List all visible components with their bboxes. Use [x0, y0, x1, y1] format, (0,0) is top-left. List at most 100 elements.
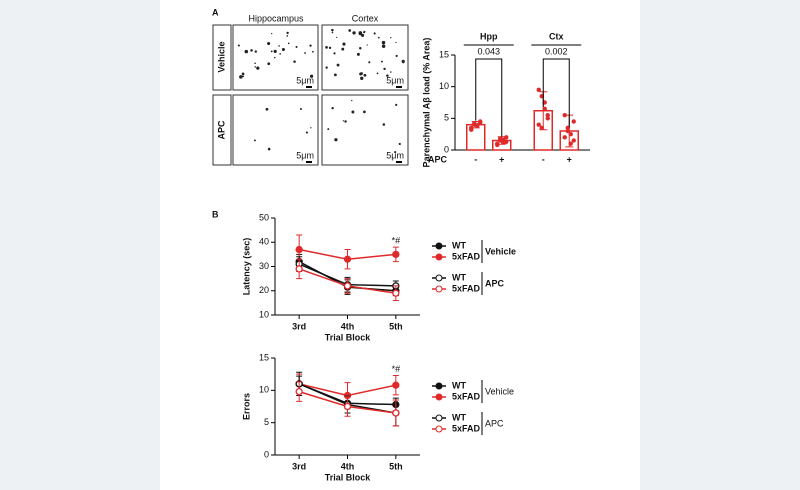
- x-tick-label: -: [474, 154, 477, 164]
- plaque: [377, 36, 380, 39]
- data-point: [469, 127, 474, 132]
- legend-label: WT: [452, 412, 466, 422]
- legend-marker: [435, 393, 443, 401]
- plaque: [336, 63, 340, 67]
- plaque: [390, 36, 392, 39]
- plaque: [395, 41, 397, 44]
- data-point: [562, 112, 567, 118]
- plaque: [382, 123, 386, 126]
- plaque: [279, 53, 281, 55]
- plaque: [281, 47, 285, 51]
- x-axis-label: Trial Block: [325, 332, 372, 342]
- plaque: [286, 35, 289, 37]
- plaque: [333, 52, 336, 55]
- data-point: [536, 87, 541, 93]
- plaque: [401, 59, 405, 63]
- plaque: [402, 61, 405, 64]
- plaque: [342, 42, 346, 46]
- plaque: [381, 60, 383, 63]
- plaque: [394, 151, 397, 154]
- marker: [392, 250, 400, 259]
- marker: [392, 289, 400, 297]
- y-axis-label: Parenchymal Aβ load (% Area): [421, 38, 431, 168]
- y-tick-label: 10: [439, 81, 449, 91]
- p-value: 0.043: [477, 46, 500, 56]
- x-tick-label: +: [499, 154, 504, 164]
- data-point: [545, 112, 550, 118]
- legend-marker: [435, 285, 443, 293]
- bracket: [475, 58, 503, 137]
- y-tick-label: 5: [264, 417, 269, 427]
- plaque: [360, 76, 364, 80]
- plaque: [352, 31, 356, 35]
- plaque: [331, 31, 334, 34]
- plaque: [304, 52, 306, 54]
- data-point: [504, 139, 509, 144]
- plaque: [327, 128, 330, 130]
- annotation: *#: [392, 364, 401, 374]
- legend-marker: [435, 242, 443, 250]
- scale-bar-label: 5μm: [296, 150, 314, 160]
- plaque: [363, 31, 366, 34]
- plaque: [395, 54, 398, 58]
- data-point: [542, 106, 547, 112]
- y-tick-label: 15: [259, 352, 269, 362]
- plaque: [293, 60, 296, 63]
- plaque: [328, 46, 332, 49]
- x-tick-label: 5th: [389, 321, 403, 331]
- y-tick-label: 5: [444, 113, 449, 123]
- image-column-label: Hippocampus: [248, 13, 304, 23]
- x-tick-label: 3rd: [292, 461, 306, 471]
- plaque: [381, 40, 386, 45]
- x-tick-label: +: [567, 154, 572, 164]
- x-tick-label: 4th: [341, 321, 355, 331]
- annotation: *#: [392, 235, 401, 245]
- panel-label: B: [212, 209, 219, 219]
- legend-group-label: Vehicle: [485, 246, 516, 256]
- y-tick-label: 10: [259, 385, 269, 395]
- legend-label: 5xFAD: [452, 251, 481, 261]
- y-tick-label: 10: [259, 309, 269, 319]
- marker: [295, 245, 303, 254]
- plaque: [278, 45, 280, 47]
- plaque: [237, 44, 240, 47]
- group-label: Ctx: [549, 31, 564, 41]
- legend-label: 5xFAD: [452, 423, 481, 433]
- plaque: [267, 147, 271, 151]
- plaque: [267, 62, 271, 66]
- plaque: [299, 107, 302, 111]
- legend-label: 5xFAD: [452, 391, 481, 401]
- plaque: [342, 120, 345, 122]
- plaque: [368, 61, 371, 64]
- micrograph: [232, 24, 319, 91]
- marker: [343, 255, 352, 263]
- legend-label: 5xFAD: [452, 283, 481, 293]
- legend-marker: [435, 253, 443, 261]
- y-tick-label: 50: [259, 212, 269, 222]
- plaque: [333, 73, 337, 77]
- legend-group-label: APC: [485, 418, 504, 428]
- panel-label: A: [212, 7, 219, 17]
- plaque: [312, 50, 314, 53]
- plaque: [244, 49, 249, 54]
- y-tick-label: 40: [259, 237, 269, 247]
- p-value: 0.002: [545, 46, 568, 56]
- plaque: [358, 31, 363, 35]
- legend-marker: [435, 382, 443, 390]
- plaque: [341, 47, 345, 51]
- plaque: [254, 62, 256, 65]
- y-tick-label: 20: [259, 285, 269, 295]
- marker: [392, 409, 400, 417]
- plaque: [265, 107, 269, 111]
- plaque: [271, 32, 273, 35]
- plaque: [363, 110, 366, 114]
- data-point: [504, 135, 509, 140]
- x-axis-label: APC: [428, 154, 448, 164]
- plaque: [274, 56, 276, 59]
- plaque: [359, 72, 363, 76]
- y-axis-label: Latency (sec): [241, 238, 251, 296]
- image-row-label: APC: [216, 120, 226, 140]
- plaque: [270, 50, 273, 53]
- plaque: [344, 120, 347, 123]
- plaque: [363, 73, 367, 77]
